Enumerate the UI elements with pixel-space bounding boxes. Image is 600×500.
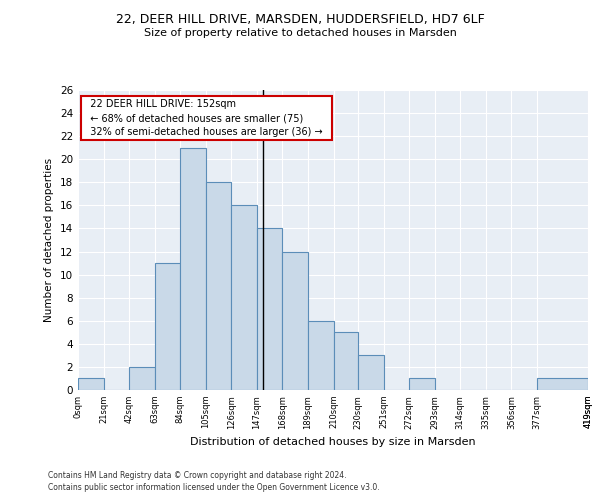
Bar <box>409 378 434 390</box>
X-axis label: Distribution of detached houses by size in Marsden: Distribution of detached houses by size … <box>190 437 476 447</box>
Text: 22 DEER HILL DRIVE: 152sqm  
  ← 68% of detached houses are smaller (75)  
  32%: 22 DEER HILL DRIVE: 152sqm ← 68% of deta… <box>84 99 329 137</box>
Bar <box>308 321 334 390</box>
Bar <box>537 378 588 390</box>
Bar <box>232 206 257 390</box>
Bar <box>257 228 283 390</box>
Text: Contains public sector information licensed under the Open Government Licence v3: Contains public sector information licen… <box>48 484 380 492</box>
Bar <box>334 332 358 390</box>
Text: Contains HM Land Registry data © Crown copyright and database right 2024.: Contains HM Land Registry data © Crown c… <box>48 471 347 480</box>
Bar <box>78 378 104 390</box>
Text: 22, DEER HILL DRIVE, MARSDEN, HUDDERSFIELD, HD7 6LF: 22, DEER HILL DRIVE, MARSDEN, HUDDERSFIE… <box>116 12 484 26</box>
Bar <box>283 252 308 390</box>
Bar <box>155 263 180 390</box>
Y-axis label: Number of detached properties: Number of detached properties <box>44 158 55 322</box>
Text: Size of property relative to detached houses in Marsden: Size of property relative to detached ho… <box>143 28 457 38</box>
Bar <box>129 367 155 390</box>
Bar <box>358 356 383 390</box>
Bar <box>180 148 206 390</box>
Bar <box>206 182 232 390</box>
